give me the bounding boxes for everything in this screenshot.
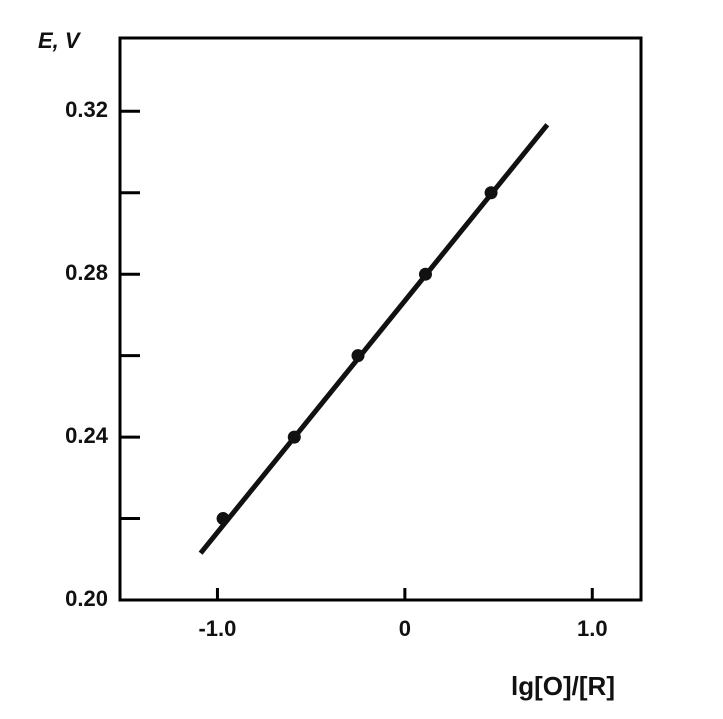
x-tick-label: -1.0 — [198, 616, 236, 641]
data-point — [287, 430, 301, 444]
y-tick-label: 0.24 — [65, 423, 109, 448]
data-point — [216, 512, 230, 526]
x-tick-label: 0 — [399, 616, 411, 641]
x-tick-label: 1.0 — [577, 616, 608, 641]
y-tick-label: 0.20 — [65, 586, 108, 611]
y-tick-label: 0.32 — [65, 97, 108, 122]
data-point — [484, 186, 498, 200]
plot-frame — [118, 36, 643, 602]
x-axis-label: lg[O]/[R] — [511, 671, 615, 701]
data-point — [351, 349, 365, 363]
y-tick-label: 0.28 — [65, 260, 108, 285]
data-point — [418, 267, 432, 281]
y-axis-label: E, V — [38, 28, 82, 53]
